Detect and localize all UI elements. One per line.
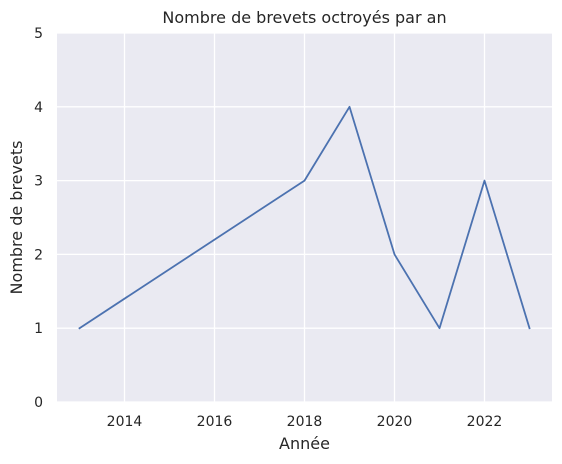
y-tick-label: 5 [34,26,43,42]
x-axis-label: Année [279,434,330,453]
x-tick-label: 2020 [377,414,413,430]
x-tick-labels: 2014 2016 2018 2020 2022 [107,414,503,430]
x-tick-label: 2022 [467,414,503,430]
y-tick-label: 2 [34,247,43,263]
y-tick-label: 0 [34,395,43,411]
y-tick-labels: 0 1 2 3 4 5 [34,26,43,411]
x-tick-label: 2016 [197,414,233,430]
chart-title: Nombre de brevets octroyés par an [162,8,446,27]
x-tick-label: 2018 [287,414,323,430]
y-tick-label: 1 [34,321,43,337]
y-axis-label: Nombre de brevets [7,141,26,295]
y-tick-label: 4 [34,100,43,116]
x-tick-label: 2014 [107,414,143,430]
y-tick-label: 3 [34,174,43,190]
